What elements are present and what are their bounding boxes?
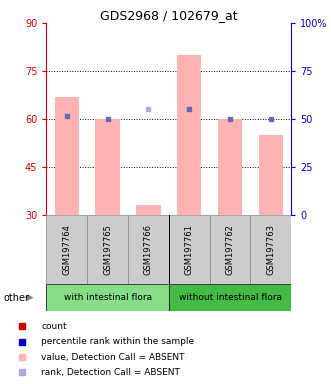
Text: without intestinal flora: without intestinal flora bbox=[178, 293, 282, 302]
Bar bbox=[95, 119, 120, 215]
Bar bbox=[136, 205, 161, 215]
Text: percentile rank within the sample: percentile rank within the sample bbox=[41, 337, 194, 346]
FancyBboxPatch shape bbox=[210, 215, 251, 284]
Bar bbox=[259, 135, 283, 215]
FancyBboxPatch shape bbox=[87, 215, 128, 284]
Text: GSM197763: GSM197763 bbox=[266, 224, 275, 275]
FancyBboxPatch shape bbox=[251, 215, 291, 284]
Bar bbox=[218, 119, 242, 215]
Text: GSM197764: GSM197764 bbox=[62, 224, 71, 275]
Bar bbox=[55, 97, 79, 215]
Text: with intestinal flora: with intestinal flora bbox=[64, 293, 152, 302]
FancyBboxPatch shape bbox=[169, 215, 210, 284]
Text: GSM197765: GSM197765 bbox=[103, 224, 112, 275]
Text: value, Detection Call = ABSENT: value, Detection Call = ABSENT bbox=[41, 353, 185, 362]
Text: GSM197762: GSM197762 bbox=[225, 224, 235, 275]
FancyBboxPatch shape bbox=[46, 284, 169, 311]
Text: GSM197761: GSM197761 bbox=[185, 224, 194, 275]
FancyBboxPatch shape bbox=[46, 215, 87, 284]
Bar bbox=[177, 55, 202, 215]
FancyBboxPatch shape bbox=[169, 284, 291, 311]
Text: rank, Detection Call = ABSENT: rank, Detection Call = ABSENT bbox=[41, 368, 180, 377]
Text: count: count bbox=[41, 322, 67, 331]
FancyBboxPatch shape bbox=[128, 215, 169, 284]
Text: other: other bbox=[3, 293, 29, 303]
Text: GSM197766: GSM197766 bbox=[144, 224, 153, 275]
Title: GDS2968 / 102679_at: GDS2968 / 102679_at bbox=[100, 9, 238, 22]
